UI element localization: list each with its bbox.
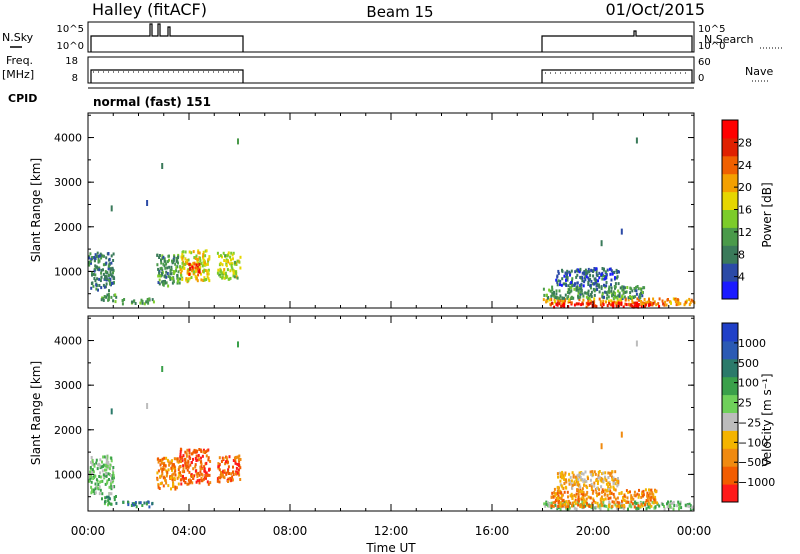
time-tick-1: 04:00	[172, 524, 207, 538]
power-data	[88, 137, 696, 309]
power-cbar-tick-4: 20	[738, 181, 752, 194]
velocity-patch-8	[556, 470, 620, 491]
nsky-tick-top: 10^5	[57, 24, 84, 35]
freq-panel: Freq. [MHz] 18 8 Nave 60 0	[2, 54, 773, 84]
velocity-echo-6	[600, 443, 603, 450]
velocity-patch-4	[178, 447, 212, 486]
freq-trace	[90, 69, 693, 83]
velocity-patch-7	[550, 487, 658, 509]
nsearch-tick-top: 10^5	[698, 24, 725, 35]
time-tick-5: 20:00	[576, 524, 611, 538]
velocity-patch-2	[122, 500, 154, 509]
velocity-patch-1	[101, 495, 118, 507]
velocity-cbar-tick-6: −500	[738, 456, 768, 469]
power-echo-6	[600, 240, 603, 247]
velocity-echo-5	[620, 431, 623, 438]
cpid-value: normal (fast) 151	[93, 95, 211, 109]
velocity-patch-0	[88, 454, 116, 496]
power-yaxis: 1000 2000 3000 4000	[54, 113, 695, 308]
velocity-ytick-0: 1000	[54, 468, 82, 481]
nsky-panel: N.Sky 10^5 10^0 N.Search 10^5 10^0	[2, 21, 782, 53]
velocity-patch-5	[216, 454, 242, 484]
power-ylabel: Slant Range [km]	[29, 158, 43, 262]
velocity-echo-0	[110, 408, 113, 415]
velocity-cbar-tick-3: 25	[738, 397, 752, 410]
velocity-patch-3	[156, 456, 181, 491]
velocity-data	[88, 340, 695, 511]
date-title: 01/Oct/2015	[605, 0, 705, 19]
velocity-cbar-tick-5: −100	[738, 436, 768, 449]
power-colorbar-label: Power [dB]	[760, 182, 774, 247]
velocity-echo-4	[635, 340, 638, 347]
velocity-cbar-tick-4: −25	[738, 416, 761, 429]
nave-tick-top: 60	[698, 57, 711, 68]
velocity-colorbar-label: Velocity [m s⁻¹]	[760, 373, 774, 466]
power-echo-1	[146, 200, 149, 206]
power-patch-10	[555, 267, 620, 288]
power-cbar-tick-0: 4	[738, 271, 745, 284]
time-axis-label: Time UT	[365, 541, 416, 554]
nave-trace	[93, 71, 690, 74]
power-patch-5	[186, 262, 201, 277]
power-echo-0	[110, 205, 113, 212]
freq-label-top: Freq.	[6, 54, 33, 67]
velocity-cbar-tick-7: −1000	[738, 476, 775, 489]
time-axis: 00:00 04:00 08:00 12:00 16:00 20:00 00:00	[71, 524, 712, 538]
power-ytick-2: 3000	[54, 176, 82, 189]
nsky-trace	[90, 23, 693, 52]
power-patch-2	[121, 297, 155, 306]
freq-label-bottom: [MHz]	[2, 68, 34, 81]
velocity-echo-3	[237, 341, 239, 348]
power-patch-6	[216, 251, 242, 281]
power-echo-4	[635, 137, 638, 144]
power-cbar-tick-1: 8	[738, 248, 745, 261]
velocity-colorbar: 1000 500 100 25 −25 −100 −500 −1000	[721, 322, 775, 503]
freq-tick-bottom: 8	[72, 73, 78, 84]
velocity-echo-2	[161, 366, 164, 372]
power-ytick-0: 1000	[54, 265, 82, 278]
velocity-ylabel: Slant Range [km]	[29, 361, 43, 465]
velocity-cbar-tick-2: 100	[738, 377, 759, 390]
power-echo-5	[620, 228, 623, 235]
nsearch-label: N.Search	[704, 33, 754, 46]
velocity-ytick-3: 4000	[54, 335, 82, 348]
cpid-label: CPID	[8, 92, 37, 105]
freq-tick-top: 18	[65, 56, 78, 67]
time-tick-3: 12:00	[374, 524, 409, 538]
power-ytick-1: 2000	[54, 221, 82, 234]
velocity-echo-1	[146, 403, 149, 409]
nsearch-tick-bottom: 10^0	[698, 41, 725, 52]
power-patch-9	[542, 284, 646, 301]
time-tick-0: 00:00	[71, 524, 106, 538]
power-cbar-tick-3: 16	[738, 204, 752, 217]
power-echo-3	[237, 138, 239, 145]
nsky-tick-bottom: 10^0	[57, 41, 84, 52]
power-echo-2	[161, 163, 164, 169]
velocity-yaxis: 1000 2000 3000 4000	[54, 316, 695, 511]
nave-tick-bottom: 0	[698, 73, 704, 84]
power-patch-3	[156, 253, 181, 288]
velocity-cbar-tick-0: 1000	[738, 337, 766, 350]
power-patch-1	[100, 292, 118, 304]
velocity-panel: 1000 2000 3000 4000 Slant Range [km] 1000 50…	[29, 315, 775, 512]
time-tick-4: 16:00	[475, 524, 510, 538]
power-cbar-tick-2: 12	[738, 226, 752, 239]
power-panel: 1000 2000 3000 4000 Slant Range [km] 4 8 12 16…	[29, 112, 774, 309]
nsky-label: N.Sky	[2, 31, 34, 44]
power-ytick-3: 4000	[54, 132, 82, 145]
velocity-ytick-2: 3000	[54, 379, 82, 392]
nave-label: Nave	[745, 65, 773, 78]
power-patch-0	[88, 251, 116, 293]
time-tick-6: 00:00	[677, 524, 712, 538]
beam-title: Beam 15	[366, 3, 433, 21]
power-cbar-tick-6: 28	[738, 136, 752, 149]
velocity-cbar-tick-1: 500	[738, 357, 759, 370]
power-cbar-tick-5: 24	[738, 159, 752, 172]
time-tick-2: 08:00	[273, 524, 308, 538]
velocity-ytick-1: 2000	[54, 424, 82, 437]
station-title: Halley (fitACF)	[92, 0, 207, 19]
power-colorbar: 4 8 12 16 20 24 28	[721, 119, 752, 300]
